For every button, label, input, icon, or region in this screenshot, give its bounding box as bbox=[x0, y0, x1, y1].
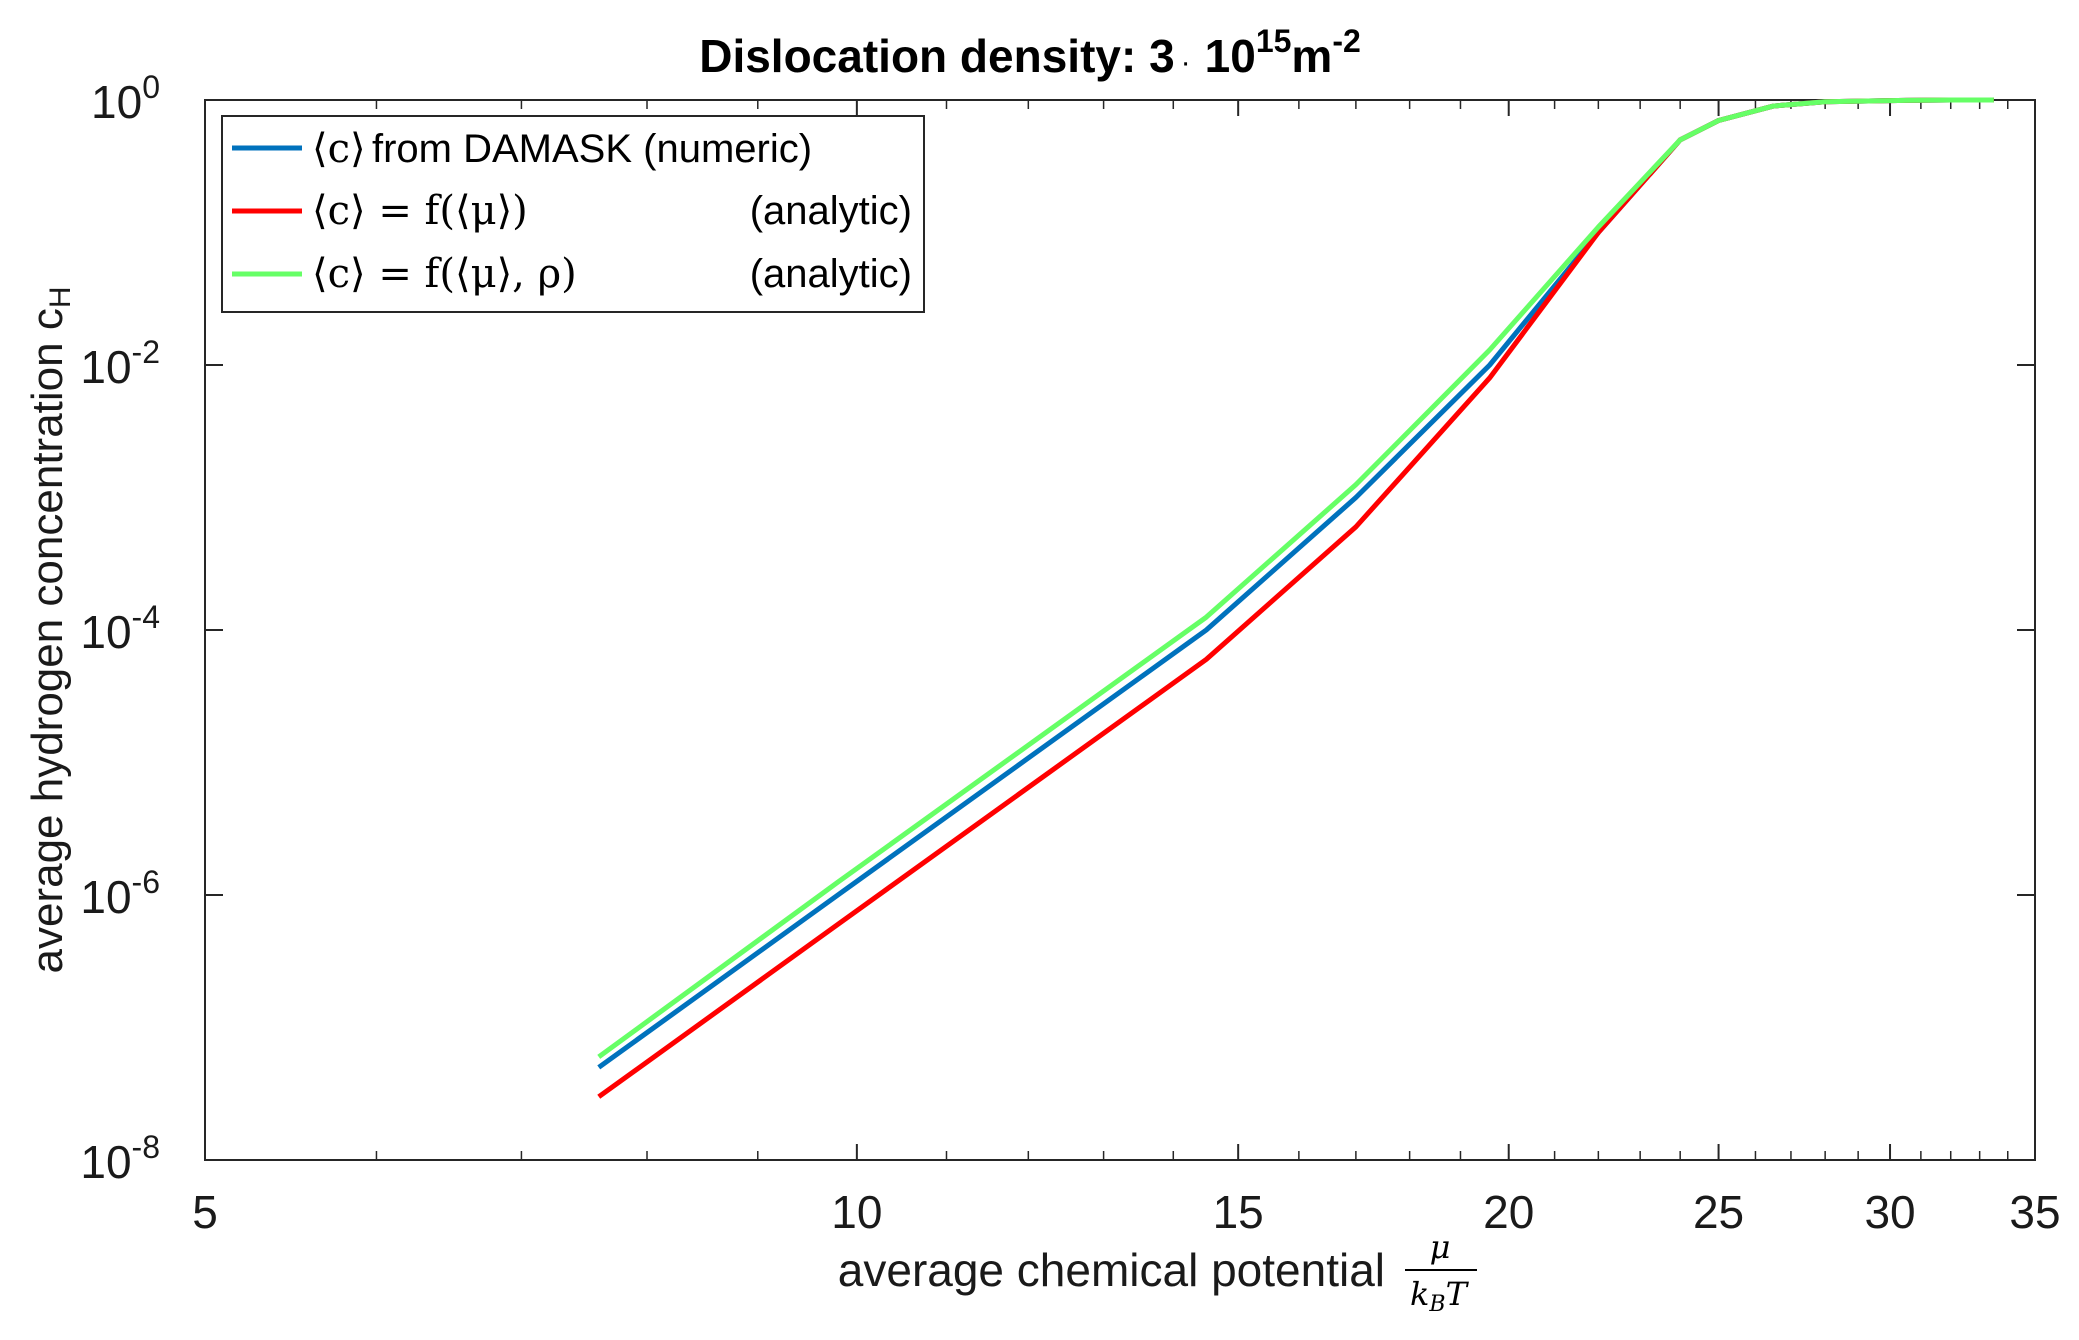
y-tick-label-exponent: -8 bbox=[132, 1129, 160, 1165]
x-tick-label: 25 bbox=[1693, 1186, 1744, 1238]
axis-ticks bbox=[204, 99, 2036, 1161]
x-label-denominator-tail: T bbox=[1446, 1275, 1470, 1313]
title-exponent: 15 bbox=[1256, 23, 1292, 59]
x-tick-label: 10 bbox=[831, 1186, 882, 1238]
y-tick-label-base: 10 bbox=[80, 1136, 131, 1188]
y-tick-label: 10-2 bbox=[80, 334, 160, 393]
legend-label-damask: from DAMASK (numeric) bbox=[372, 127, 812, 171]
y-tick-label-exponent: 0 bbox=[142, 69, 160, 105]
x-tick-label: 15 bbox=[1213, 1186, 1264, 1238]
y-axis-label-text: average hydrogen concentration c bbox=[23, 308, 72, 973]
title-prefix: Dislocation density: 3 bbox=[699, 30, 1174, 82]
x-label-denominator-k: k bbox=[1410, 1275, 1429, 1313]
y-tick-label: 10-6 bbox=[80, 864, 160, 923]
data-series bbox=[597, 97, 1994, 1099]
legend-entry-analytic-mu-rho: ⟨c⟩ = f(⟨μ⟩, ρ) (analytic) bbox=[232, 251, 912, 297]
series-line-2 bbox=[597, 97, 1994, 1059]
legend-math-damask: ⟨c⟩ bbox=[312, 126, 366, 172]
y-tick-label-exponent: -2 bbox=[132, 334, 160, 370]
x-tick-label: 35 bbox=[2009, 1186, 2060, 1238]
y-tick-label-exponent: -4 bbox=[132, 599, 160, 635]
y-axis-label: average hydrogen concentration cH bbox=[23, 287, 77, 974]
x-tick-label: 30 bbox=[1864, 1186, 1915, 1238]
y-tick-label: 100 bbox=[91, 69, 160, 128]
x-label-denominator-sub: B bbox=[1428, 1292, 1445, 1317]
y-tick-label-base: 10 bbox=[80, 871, 131, 923]
title-dot: · bbox=[1181, 46, 1191, 79]
y-tick-label-base: 10 bbox=[80, 606, 131, 658]
y-tick-label-exponent: -6 bbox=[132, 864, 160, 900]
legend-entry-analytic-mu: ⟨c⟩ = f(⟨μ⟩) (analytic) bbox=[232, 188, 912, 234]
y-axis-label-sub: H bbox=[44, 287, 77, 309]
x-axis-label-text: average chemical potential bbox=[838, 1244, 1385, 1296]
x-tick-labels: 5 10 15 20 25 30 35 bbox=[192, 1186, 2060, 1238]
y-tick-label-base: 10 bbox=[80, 341, 131, 393]
legend-math-analytic-mu: ⟨c⟩ = f(⟨μ⟩) bbox=[312, 188, 528, 234]
x-label-denominator: kBT bbox=[1410, 1275, 1470, 1317]
x-tick-label: 20 bbox=[1483, 1186, 1534, 1238]
legend-math-analytic-mu-rho: ⟨c⟩ = f(⟨μ⟩, ρ) bbox=[312, 251, 577, 297]
legend: ⟨c⟩ from DAMASK (numeric) ⟨c⟩ = f(⟨μ⟩) (… bbox=[221, 115, 925, 313]
x-axis-label: average chemical potential μ kBT bbox=[838, 1228, 1477, 1317]
legend-note-analytic-mu-rho: (analytic) bbox=[750, 252, 912, 296]
title-base: 10 bbox=[1205, 30, 1256, 82]
y-tick-label-base: 10 bbox=[91, 76, 142, 128]
y-tick-label: 10-4 bbox=[80, 599, 160, 658]
chart-title: Dislocation density: 3 · 1015m-2 bbox=[699, 23, 1361, 82]
legend-note-analytic-mu: (analytic) bbox=[750, 189, 912, 233]
x-label-numerator: μ bbox=[1430, 1228, 1451, 1266]
y-tick-label: 10-8 bbox=[80, 1129, 160, 1188]
x-tick-label: 5 bbox=[192, 1186, 218, 1238]
title-unit-exponent: -2 bbox=[1332, 23, 1360, 59]
legend-entry-damask: ⟨c⟩ from DAMASK (numeric) bbox=[232, 126, 812, 172]
legend-box bbox=[221, 115, 925, 313]
title-unit: m bbox=[1291, 30, 1332, 82]
